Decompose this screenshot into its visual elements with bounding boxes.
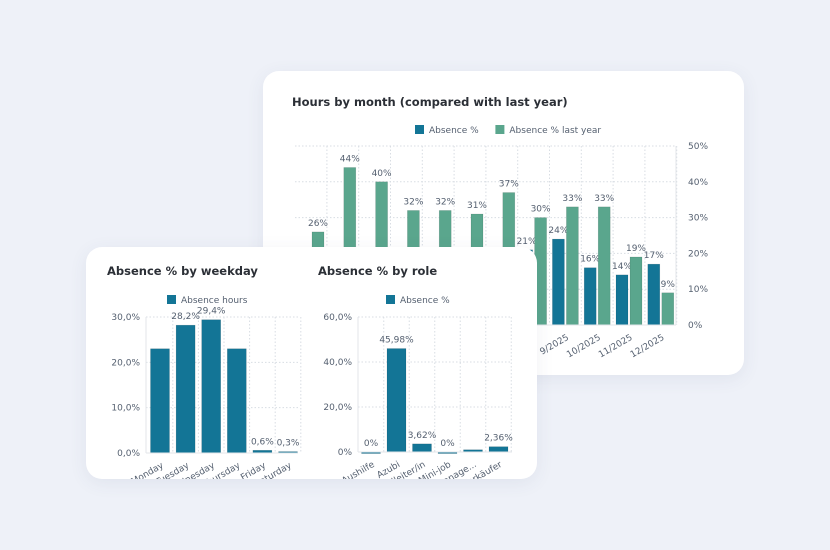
chart-title: Absence % by role (318, 264, 438, 278)
bar (488, 446, 509, 453)
data-label: 21% (517, 237, 537, 247)
data-label: 45,98% (379, 336, 414, 346)
bar (661, 292, 675, 326)
x-tick-label: 11/2025 (597, 333, 634, 360)
data-label: 0,3% (277, 439, 300, 449)
data-label: 16% (580, 255, 600, 265)
bar (583, 267, 597, 326)
weekday-chart: Absence hours0,0%10,0%20,0%30,0%MondayTu… (111, 295, 513, 479)
bar (552, 238, 565, 326)
x-tick-label: Aushilfe (340, 460, 377, 479)
data-label: 14% (612, 262, 632, 272)
bar (566, 206, 579, 326)
y-tick-label: 30% (688, 214, 708, 224)
y-tick-label: 10,0% (111, 404, 140, 414)
bar (175, 324, 196, 454)
legend-swatch (495, 125, 505, 134)
y-tick-label: 0% (338, 448, 353, 458)
legend-swatch (415, 125, 424, 134)
legend-label: Absence % (400, 296, 450, 306)
chart-title: Hours by month (compared with last year) (292, 95, 568, 109)
data-label: 37% (499, 180, 519, 190)
bar (647, 263, 661, 326)
data-label: 33% (594, 194, 614, 204)
y-tick-label: 0,0% (117, 449, 140, 459)
data-label: 0% (364, 439, 379, 449)
data-label: 24% (548, 226, 568, 236)
y-tick-label: 50% (688, 142, 708, 152)
bar (227, 348, 247, 454)
y-tick-label: 20,0% (111, 358, 140, 368)
data-label: 26% (308, 219, 328, 229)
data-label: 30% (531, 205, 551, 215)
y-tick-label: 30,0% (111, 313, 140, 323)
legend-swatch (386, 295, 395, 304)
y-tick-label: 20% (688, 249, 708, 259)
data-label: 44% (340, 154, 360, 164)
y-tick-label: 40% (688, 178, 708, 188)
data-label: 32% (403, 197, 423, 207)
bar (597, 206, 611, 326)
data-label: 28,2% (171, 312, 200, 322)
data-label: 19% (626, 244, 646, 254)
bar (201, 319, 221, 454)
y-tick-label: 0% (688, 321, 703, 331)
data-label: 29,4% (197, 307, 226, 317)
data-label: 0% (440, 439, 455, 449)
data-label: 17% (644, 251, 664, 261)
data-label: 9% (661, 280, 676, 290)
legend-label: Absence % (429, 126, 479, 136)
x-tick-label: 10/2025 (565, 333, 602, 360)
y-tick-label: 60,0% (323, 313, 352, 323)
legend-swatch (167, 295, 176, 304)
data-label: 33% (562, 194, 582, 204)
y-tick-label: 10% (688, 285, 708, 295)
data-label: 2,36% (484, 434, 513, 444)
legend-label: Absence hours (181, 296, 248, 306)
bar (412, 443, 432, 453)
legend-label: Absence % last year (509, 126, 601, 136)
x-tick-label: 12/2025 (629, 333, 666, 360)
data-label: 31% (467, 201, 487, 211)
data-label: 40% (372, 169, 392, 179)
chart-title: Absence % by weekday (107, 264, 258, 278)
bar (615, 274, 629, 326)
front-card: Absence % by weekday Absence % by role A… (86, 247, 537, 479)
data-label: 32% (435, 197, 455, 207)
bar (386, 348, 407, 453)
y-tick-label: 20,0% (323, 403, 352, 413)
bar (629, 256, 643, 326)
bar (150, 348, 170, 454)
data-label: 3,62% (408, 431, 437, 441)
y-tick-label: 40,0% (323, 358, 352, 368)
data-label: 0,6% (251, 437, 274, 447)
